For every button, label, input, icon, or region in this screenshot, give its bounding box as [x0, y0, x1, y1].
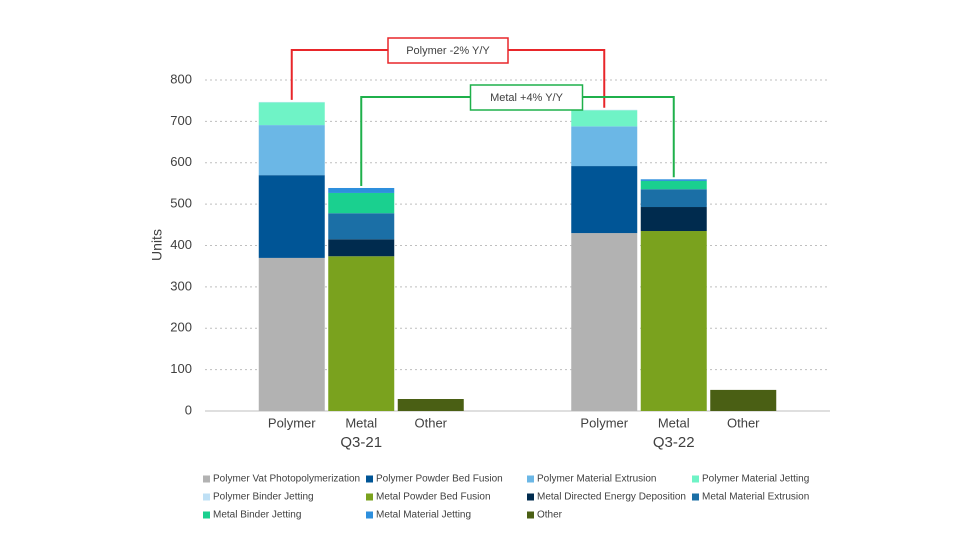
legend-swatch: [366, 475, 373, 483]
bar-segment: [640, 189, 707, 208]
bar-segment: [328, 239, 395, 257]
bar-segment: [640, 207, 707, 232]
legend-label: Metal Binder Jetting: [213, 510, 301, 521]
bar-segment: [640, 179, 707, 181]
y-tick-label: 300: [170, 278, 192, 293]
y-tick-label: 800: [170, 71, 192, 86]
y-tick-label: 400: [170, 237, 192, 252]
group-label: Q3-21: [340, 434, 382, 451]
bar-segment: [640, 231, 707, 411]
y-tick-label: 0: [185, 402, 192, 417]
bar-segment: [571, 166, 638, 234]
annotation-box: [387, 37, 509, 64]
legend-swatch: [527, 511, 534, 519]
annotation-box: [469, 84, 584, 111]
bar-segment: [258, 125, 325, 176]
legend-swatch: [527, 475, 534, 483]
bar-segment: [328, 192, 395, 214]
y-tick-label: 600: [170, 154, 192, 169]
legend-swatch: [203, 475, 210, 483]
bar-segment: [571, 233, 638, 411]
x-tick-label: Other: [727, 415, 760, 430]
x-tick-label: Other: [414, 415, 447, 430]
bar-segment: [397, 399, 464, 411]
y-tick-label: 700: [170, 113, 192, 128]
legend-label: Polymer Vat Photopolymerization: [213, 474, 360, 485]
x-tick-label: Metal: [658, 415, 690, 430]
y-axis-label: Units: [149, 229, 165, 261]
bar-segment: [258, 175, 325, 258]
bar-segment: [571, 126, 638, 167]
bar-segment: [328, 213, 395, 240]
y-tick-label: 500: [170, 196, 192, 211]
bar-segment: [258, 257, 325, 411]
x-tick-label: Metal: [345, 415, 377, 430]
legend-label: Metal Powder Bed Fusion: [376, 492, 491, 503]
bar-segment: [640, 180, 707, 190]
legend-label: Polymer Material Extrusion: [537, 474, 656, 485]
legend-label: Polymer Binder Jetting: [213, 492, 314, 503]
bar-segment: [571, 110, 638, 127]
legend-swatch: [366, 493, 373, 501]
bar-segment: [710, 389, 777, 411]
legend-swatch: [692, 475, 699, 483]
bar-segment: [328, 256, 395, 411]
bar-segment: [328, 187, 395, 193]
legend-swatch: [203, 511, 210, 519]
legend-label: Metal Material Jetting: [376, 510, 471, 521]
annotation: Polymer -2% Y/Y: [406, 45, 490, 57]
legend-swatch: [692, 493, 699, 501]
bar-segment: [258, 102, 325, 126]
legend-label: Metal Material Extrusion: [702, 492, 809, 503]
legend-swatch: [366, 511, 373, 519]
legend-swatch: [527, 493, 534, 501]
x-tick-label: Polymer: [268, 415, 316, 430]
legend-label: Other: [537, 510, 563, 521]
group-label: Q3-22: [653, 434, 695, 451]
y-tick-label: 200: [170, 320, 192, 335]
annotation: Metal +4% Y/Y: [490, 92, 564, 104]
legend-label: Polymer Material Jetting: [702, 474, 809, 485]
x-tick-label: Polymer: [580, 415, 628, 430]
y-tick-label: 100: [170, 361, 192, 376]
legend-label: Polymer Powder Bed Fusion: [376, 474, 503, 485]
legend-swatch: [203, 493, 210, 501]
legend-label: Metal Directed Energy Deposition: [537, 492, 686, 503]
